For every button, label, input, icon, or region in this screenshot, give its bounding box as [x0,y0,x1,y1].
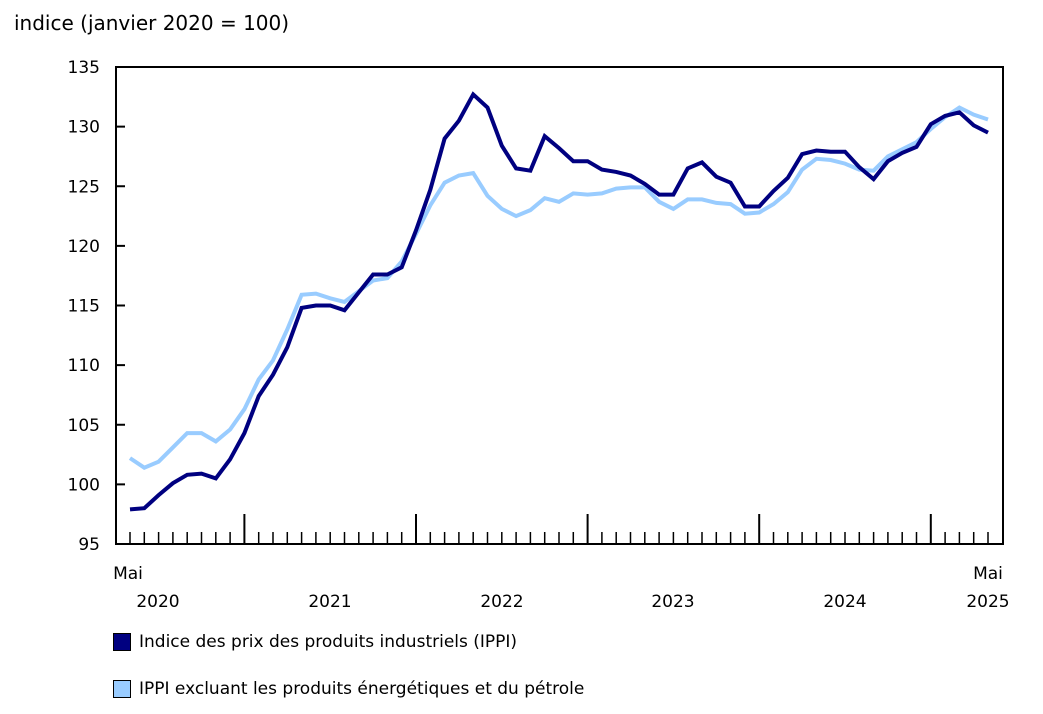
legend-swatch-ippi [113,633,131,651]
series-line-ippi-excl [128,105,989,470]
legend-swatch-ippi-excl [113,680,131,698]
legend-label-ippi: Indice des prix des produits industriels… [139,632,518,652]
legend-item-ippi-excl: IPPI excluant les produits énergétiques … [113,679,584,699]
y-tick-label: 105 [68,416,100,436]
series-line-ippi [129,91,989,512]
x-year-label: 2022 [480,592,523,612]
x-month-last: Mai [973,564,1003,584]
legend-label-ippi-excl: IPPI excluant les produits énergétiques … [139,679,585,699]
x-year-label: 2024 [823,592,866,612]
y-tick-label: 95 [78,535,100,555]
plot-frame [115,66,1004,545]
y-tick-label: 110 [68,356,100,376]
legend-item-ippi: Indice des prix des produits industriels… [113,632,517,652]
y-tick-label: 100 [68,475,100,495]
x-year-label: 2020 [136,592,179,612]
line-chart: indice (janvier 2020 = 100) 95 100 105 110 1… [14,11,1010,612]
x-month-first: Mai [113,564,143,584]
y-tick-label: 125 [68,177,100,197]
x-year-label: 2021 [308,592,351,612]
y-tick-label: 130 [68,118,100,138]
x-year-label: 2025 [966,592,1009,612]
y-tick-label: 135 [68,58,100,78]
x-year-label: 2023 [651,592,694,612]
y-tick-label: 115 [68,297,100,317]
y-tick-label: 120 [68,237,100,257]
y-axis-title: indice (janvier 2020 = 100) [14,11,289,35]
